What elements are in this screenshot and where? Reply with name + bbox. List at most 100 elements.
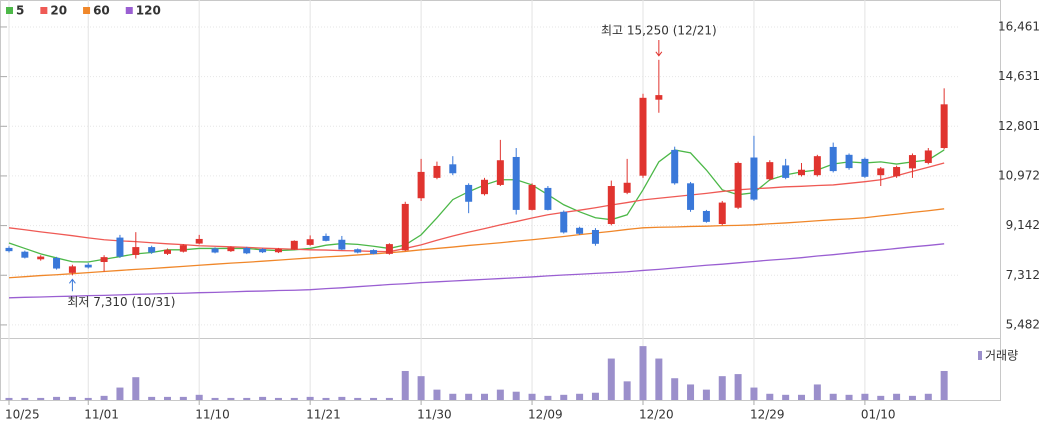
volume-bar (908, 395, 916, 400)
volume-bar (924, 393, 932, 400)
candle-body (607, 186, 615, 225)
candle-body (274, 248, 282, 253)
volume-bar (655, 358, 663, 400)
volume-bar (829, 393, 837, 400)
volume-bar (671, 378, 679, 400)
volume-bar (306, 396, 314, 400)
candle-body (481, 179, 488, 195)
candle-body (655, 95, 663, 100)
legend-label: 60 (93, 4, 110, 18)
volume-bar (798, 394, 805, 400)
volume-bar (53, 396, 61, 400)
candle-body (338, 239, 346, 250)
volume-bar (211, 397, 219, 400)
candle-body (433, 165, 441, 178)
candle-body (195, 238, 203, 244)
y-tick-label: 5,482 (1006, 317, 1040, 331)
candle-body (671, 149, 679, 184)
volume-bar (100, 395, 108, 400)
legend-swatch (40, 7, 48, 14)
y-tick-label: 14,631 (998, 69, 1040, 83)
volume-bar (385, 397, 393, 400)
candle-body (227, 247, 235, 252)
volume-bar (782, 394, 790, 400)
volume-bar (940, 370, 948, 400)
candle-body (385, 244, 393, 254)
high-annotation: 최고 15,250 (12/21) (601, 24, 717, 38)
candle-body (21, 251, 29, 258)
candle-body (84, 264, 92, 268)
x-tick-label: 12/29 (750, 408, 785, 422)
candle-body (211, 248, 219, 253)
candle-body (798, 169, 805, 176)
candle-body (893, 167, 901, 177)
candle-body (465, 184, 473, 202)
volume-bar (164, 396, 171, 400)
candle-body (290, 240, 298, 250)
volume-legend-swatch (978, 351, 982, 360)
high-arrow (655, 40, 663, 57)
candle-body (576, 227, 584, 234)
candle-body (877, 168, 885, 176)
low-annotation: 최저 7,310 (10/31) (67, 295, 175, 309)
candle-body (132, 247, 140, 255)
ma-line (8, 208, 945, 279)
candle-body (322, 235, 330, 241)
legend-swatch (125, 7, 133, 14)
candle-body (734, 162, 742, 208)
volume-bar (544, 395, 552, 400)
ma-line (8, 243, 945, 299)
volume-bar (576, 393, 584, 400)
candle-body (908, 155, 916, 169)
candle-body (591, 229, 599, 244)
volume-bar (687, 384, 695, 400)
volume-bar (639, 346, 647, 400)
volume-legend-label: 거래량 (985, 349, 1018, 363)
candle-body (560, 211, 568, 233)
volume-bar (893, 393, 901, 400)
volume-bar (861, 393, 869, 400)
volume-bar (449, 393, 457, 400)
candle-body (512, 156, 520, 210)
candle-body (5, 247, 13, 252)
candle-body (845, 154, 853, 169)
candle-body (766, 162, 774, 180)
volume-bar (195, 394, 203, 400)
x-tick-label: 10/25 (5, 408, 40, 422)
volume-bar (401, 370, 409, 400)
volume-bar (68, 396, 76, 400)
candle-body (417, 171, 425, 199)
y-tick-label: 12,801 (998, 119, 1040, 133)
candle-body (829, 146, 837, 172)
ma-line (8, 162, 945, 253)
volume-bar (370, 397, 378, 400)
candle-body (496, 160, 504, 185)
volume-bar (734, 374, 742, 400)
volume-bar (591, 392, 599, 400)
candle-body (718, 202, 726, 225)
candle-body (861, 158, 869, 177)
volume-bar (528, 393, 536, 400)
candle-body (528, 184, 536, 210)
legend-label: 5 (16, 4, 24, 18)
x-tick-label: 01/10 (861, 408, 896, 422)
frame (0, 0, 1001, 401)
volume-bar (132, 377, 140, 400)
x-tick-label: 11/10 (195, 408, 230, 422)
volume-bar (227, 397, 235, 400)
legend-label: 120 (136, 4, 161, 18)
volume-bar (750, 387, 758, 400)
volume-bar (718, 376, 726, 400)
candle-body (639, 97, 647, 176)
candle-body (100, 257, 108, 263)
candle-body (924, 150, 932, 163)
volume-bar (274, 397, 282, 400)
y-tick-label: 10,972 (998, 168, 1040, 182)
candle-body (116, 237, 124, 257)
y-tick-label: 9,142 (1006, 218, 1040, 232)
candle-body (68, 266, 76, 273)
candle-body (782, 165, 790, 178)
volume-bar (623, 381, 631, 400)
